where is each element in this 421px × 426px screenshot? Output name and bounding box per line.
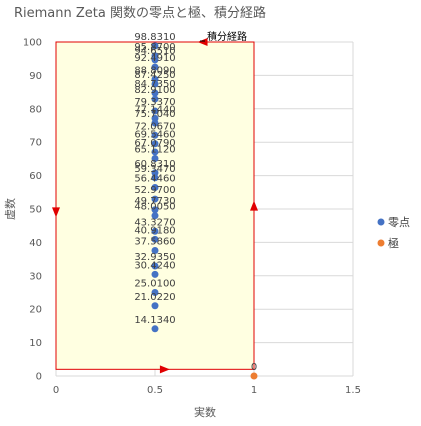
x-tick-label: 1	[251, 385, 257, 396]
zero-data-label: 92.4910	[134, 53, 175, 64]
x-tick-label: 0.5	[147, 385, 163, 396]
y-tick-label: 20	[29, 305, 42, 316]
zero-data-label: 30.4240	[134, 260, 175, 271]
integration-path-annotation: 積分経路	[207, 30, 247, 43]
zero-point	[151, 235, 159, 243]
y-tick-label: 100	[23, 38, 42, 49]
zero-point	[151, 195, 159, 203]
y-tick-label: 90	[29, 71, 42, 82]
y-tick-label: 60	[29, 171, 42, 182]
x-axis-title: 実数	[194, 405, 216, 419]
axis-ticks: 0 10 20 30 40 50 60 70 80 90 100 0 0.5 1 1.5	[23, 38, 361, 397]
zero-point	[151, 212, 159, 220]
chart-title: Riemann Zeta 関数の零点と極、積分経路	[14, 5, 266, 21]
zero-point	[151, 89, 159, 97]
zero-data-label: 48.0050	[134, 202, 175, 213]
zero-point	[151, 148, 159, 156]
zero-data-label: 67.0790	[134, 138, 175, 149]
zero-data-label: 82.9100	[134, 85, 175, 96]
y-tick-label: 40	[29, 238, 42, 249]
y-tick-label: 50	[29, 205, 42, 216]
zero-point	[151, 246, 159, 254]
zero-data-label: 14.1340	[134, 315, 175, 326]
zero-data-label: 52.9700	[134, 185, 175, 196]
zero-data-label: 77.1440	[134, 104, 175, 115]
y-axis-title: 虚数	[4, 198, 17, 220]
path-direction-arrow	[159, 365, 170, 374]
zero-data-label: 87.4250	[134, 70, 175, 81]
zero-point	[151, 155, 159, 163]
zero-point	[151, 183, 159, 191]
zero-data-label: 43.3270	[134, 217, 175, 228]
zero-data-label: 75.7040	[134, 109, 175, 120]
y-tick-label: 30	[29, 271, 42, 282]
legend-zero-marker	[377, 218, 385, 226]
pole-data-label: 0	[251, 362, 257, 373]
zero-data-label: 40.9180	[134, 225, 175, 236]
legend: 零点極	[377, 216, 410, 250]
path-direction-arrow	[52, 207, 60, 218]
path-direction-arrow	[250, 200, 258, 211]
zero-data-label: 79.3370	[134, 97, 175, 108]
zero-point	[151, 302, 159, 310]
zero-point	[151, 325, 159, 333]
zero-point	[151, 227, 159, 235]
zero-data-label: 69.5460	[134, 130, 175, 141]
y-tick-label: 0	[36, 372, 42, 383]
zero-point	[151, 42, 159, 50]
zero-data-label: 21.0220	[134, 292, 175, 303]
zero-data-label: 84.7350	[134, 79, 175, 90]
zero-point	[151, 206, 159, 214]
annotation-layer: 積分経路	[200, 30, 247, 43]
zero-data-label: 25.0100	[134, 278, 175, 289]
legend-zero-label: 零点	[388, 216, 410, 229]
zero-data-label: 72.0670	[134, 121, 175, 132]
zero-data-label: 88.8090	[134, 65, 175, 76]
data-points	[151, 42, 258, 380]
zero-point	[151, 270, 159, 278]
zero-point	[151, 140, 159, 148]
zero-point	[151, 169, 159, 177]
zero-data-label: 60.8310	[134, 159, 175, 170]
legend-pole-label: 極	[388, 236, 399, 250]
zero-data-label: 98.8310	[134, 32, 175, 43]
zero-point	[151, 52, 159, 60]
zero-point	[151, 95, 159, 103]
pole-point	[250, 372, 258, 380]
path-direction-arrow	[197, 38, 208, 46]
zero-data-label: 49.7730	[134, 196, 175, 207]
zero-point	[151, 114, 159, 122]
x-tick-label: 0	[53, 385, 59, 396]
zero-data-label: 65.1120	[134, 145, 175, 156]
zero-point	[151, 288, 159, 296]
zero-data-label: 95.8700	[134, 42, 175, 53]
zero-point	[151, 75, 159, 83]
zero-point	[151, 119, 159, 127]
legend-pole-marker	[377, 239, 385, 247]
y-tick-label: 80	[29, 104, 42, 115]
zero-point	[151, 63, 159, 71]
zero-data-label: 94.6510	[134, 46, 175, 57]
zero-data-label: 32.9350	[134, 252, 175, 263]
x-tick-label: 1.5	[345, 385, 361, 396]
zero-point	[151, 131, 159, 139]
zero-data-label: 59.3470	[134, 164, 175, 175]
zero-data-label: 37.5860	[134, 236, 175, 247]
zero-point	[151, 262, 159, 270]
y-tick-label: 70	[29, 138, 42, 149]
zero-point	[151, 174, 159, 182]
zero-data-label: 56.4460	[134, 173, 175, 184]
zero-point	[151, 107, 159, 115]
y-tick-label: 10	[29, 338, 42, 349]
